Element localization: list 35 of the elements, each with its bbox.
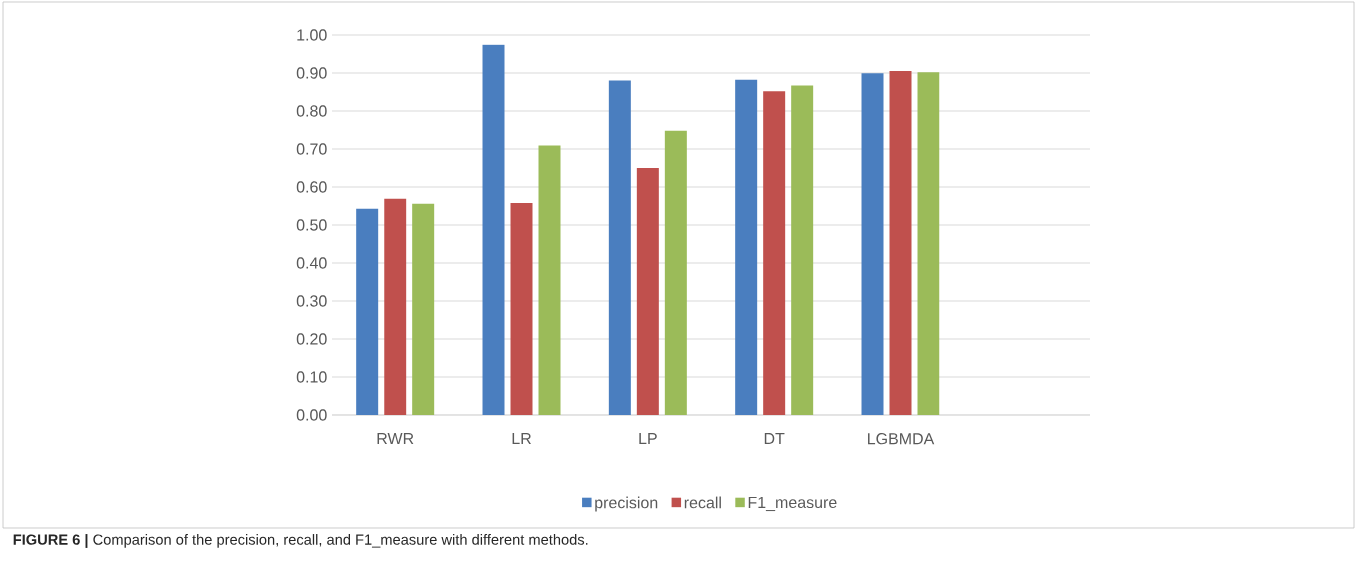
x-tick-label: LR	[512, 433, 531, 445]
bar	[412, 203, 435, 415]
bar	[608, 80, 631, 415]
y-tick-label: 0.70	[296, 143, 327, 155]
x-tick-label: DT	[764, 433, 785, 445]
bar	[384, 198, 407, 415]
bar	[861, 73, 884, 415]
legend-label: F1_measure	[748, 496, 837, 512]
y-tick-label: 1.00	[297, 29, 327, 41]
bar	[636, 167, 659, 415]
bar	[735, 79, 758, 415]
x-tick-label: LGBMDA	[868, 433, 935, 445]
bar	[356, 208, 379, 415]
y-tick-label: 0.50	[296, 219, 327, 231]
x-tick-label: LP	[639, 433, 657, 445]
bar	[664, 130, 687, 415]
bar	[791, 85, 814, 415]
y-tick-label: 0.90	[296, 67, 327, 79]
y-tick-label: 0.00	[296, 409, 327, 421]
y-tick-label: 0.10	[296, 371, 327, 383]
y-tick-label: 0.40	[296, 257, 327, 269]
y-tick-label: 0.60	[296, 181, 327, 193]
bar	[763, 91, 786, 415]
bar	[889, 71, 912, 415]
y-tick-label: 0.30	[296, 295, 327, 307]
bar	[482, 44, 505, 415]
bar	[917, 72, 940, 415]
bar	[538, 145, 561, 415]
text: FIGURE 6 | Comparison of the precision, recall, and F1_measure with different methods.	[13, 534, 588, 548]
y-tick-label: 0.20	[296, 333, 327, 345]
legend-label: recall	[684, 496, 721, 509]
bar	[510, 202, 533, 415]
legend-label: precision	[595, 496, 658, 512]
y-tick-label: 0.80	[296, 105, 327, 117]
x-tick-label: RWR	[377, 433, 414, 445]
